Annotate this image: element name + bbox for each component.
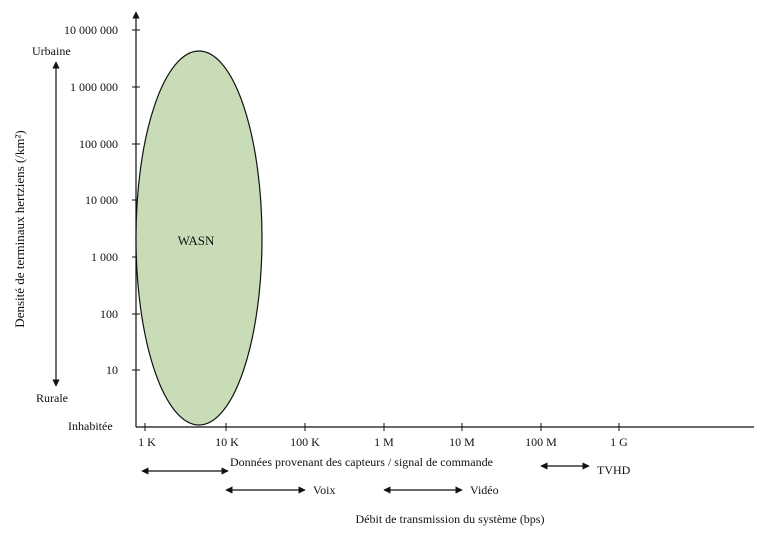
x-tick-label: 100 M [525, 435, 557, 449]
x-axis-title: Débit de transmission du système (bps) [356, 512, 545, 526]
wasn-label: WASN [178, 233, 215, 248]
y-label-rural: Rurale [36, 391, 68, 405]
range-label-sensors: Données provenant des capteurs / signal … [230, 455, 493, 469]
x-tick-label: 1 K [138, 435, 156, 449]
x-tick-marks [144, 423, 620, 431]
y-axis-title: Densité de terminaux hertziens (/km²) [12, 130, 27, 327]
wasn-region [135, 50, 263, 426]
y-label-urban: Urbaine [32, 44, 71, 58]
range-label-hdtv: TVHD [597, 463, 631, 477]
y-tick-label: 10 000 [85, 193, 118, 207]
y-tick-label: 100 [100, 307, 118, 321]
x-tick-label: 10 K [215, 435, 239, 449]
y-tick-label: 1 000 [91, 250, 118, 264]
range-label-voice: Voix [313, 483, 335, 497]
y-label-uninhabited: Inhabitée [68, 419, 113, 433]
y-tick-label: 100 000 [79, 137, 118, 151]
range-label-video: Vidéo [470, 483, 499, 497]
x-tick-label: 100 K [290, 435, 320, 449]
y-tick-marks [132, 29, 140, 371]
x-tick-label: 10 M [449, 435, 475, 449]
y-tick-label: 10 000 000 [64, 23, 118, 37]
x-tick-label: 1 G [610, 435, 628, 449]
x-tick-label: 1 M [374, 435, 394, 449]
y-tick-label: 1 000 000 [70, 80, 118, 94]
y-tick-label: 10 [106, 363, 118, 377]
